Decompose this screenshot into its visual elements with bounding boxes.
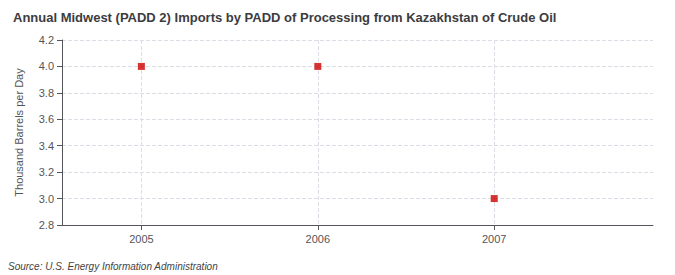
svg-text:2007: 2007 [482,233,506,245]
svg-text:Thousand Barrels per Day: Thousand Barrels per Day [13,68,25,197]
svg-text:2006: 2006 [306,233,330,245]
svg-text:Source: U.S. Energy Informatio: Source: U.S. Energy Information Administ… [8,261,218,272]
svg-text:3.2: 3.2 [39,166,54,178]
svg-text:4.2: 4.2 [39,34,54,46]
svg-text:2005: 2005 [129,233,153,245]
svg-text:3.6: 3.6 [39,113,54,125]
svg-text:3.8: 3.8 [39,87,54,99]
svg-text:2.8: 2.8 [39,219,54,231]
svg-text:4.0: 4.0 [39,60,54,72]
svg-text:3.4: 3.4 [39,140,54,152]
svg-text:3.0: 3.0 [39,193,54,205]
svg-text:Annual Midwest (PADD 2) Import: Annual Midwest (PADD 2) Imports by PADD … [13,10,556,25]
